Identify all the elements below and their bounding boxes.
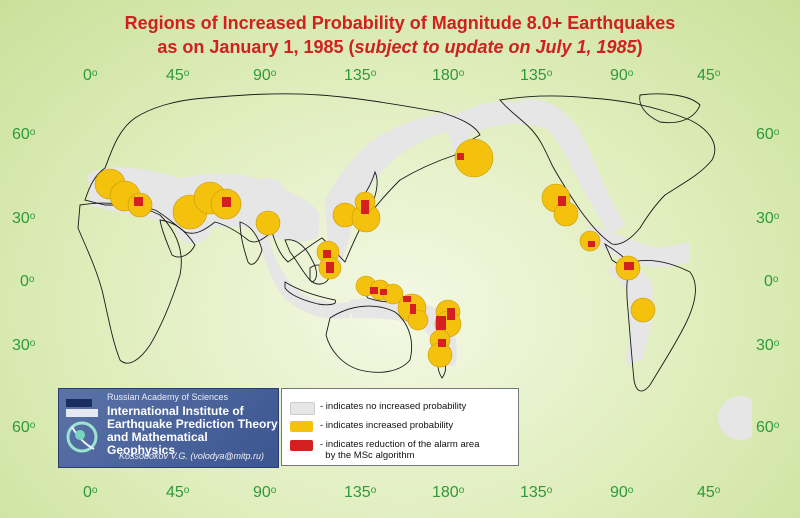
india-indonesia-arc <box>255 230 352 319</box>
west-pacific-arc <box>325 112 455 275</box>
north-america-outline <box>499 95 716 245</box>
greenland-outline <box>639 93 701 124</box>
left-lat-tick-2: 0o <box>20 273 35 290</box>
left-lat-tick-1: 30o <box>12 210 36 227</box>
red-aleutians <box>457 153 464 160</box>
red-vanuatu <box>410 304 416 314</box>
right-lat-tick-1: 30o <box>756 210 780 227</box>
world-map <box>77 93 752 440</box>
alaska-west-coast <box>520 99 625 236</box>
legend-swatch-yellow <box>290 421 313 432</box>
right-lat-tick-0: 60o <box>756 126 780 143</box>
author-credit: Kossobokov V.G. (volodya@mitp.ru) <box>119 451 265 461</box>
top-lon-tick-3: 135o <box>344 67 377 84</box>
india-outline <box>239 221 263 265</box>
bottom-lon-tick-2: 90o <box>253 484 277 501</box>
zone-aleutians <box>454 138 494 178</box>
southwest-pacific-band <box>350 297 457 368</box>
red-philippines-1 <box>323 250 331 258</box>
bottom-lon-tick-0: 0o <box>83 484 98 501</box>
bottom-lon-tick-3: 135o <box>344 484 377 501</box>
top-lon-tick-4: 180o <box>432 67 465 84</box>
africa-outline <box>77 202 182 364</box>
red-iran <box>222 197 231 207</box>
right-lat-tick-2: 0o <box>764 273 779 290</box>
red-japan <box>361 200 369 214</box>
red-solomon <box>403 296 411 302</box>
right-lat-tick-3: 30o <box>756 337 780 354</box>
red-mexico <box>588 241 595 247</box>
red-tonga-1 <box>436 316 446 330</box>
top-lon-tick-1: 45o <box>166 67 190 84</box>
zone-peru <box>630 297 656 323</box>
top-lon-tick-2: 90o <box>253 67 277 84</box>
red-philippines-2 <box>326 262 334 273</box>
central-america-band <box>585 225 690 267</box>
top-lon-tick-6: 90o <box>610 67 634 84</box>
red-caribbean <box>624 262 634 270</box>
legend: - indicates no increased probability - i… <box>281 388 519 466</box>
top-lon-tick-7: 45o <box>697 67 721 84</box>
southeast-asia-outline <box>284 239 317 283</box>
legend-swatch-gray <box>290 402 315 415</box>
academy-label: Russian Academy of Sciences <box>107 392 229 402</box>
title-update-note: subject to update on July 1, 1985 <box>354 37 637 57</box>
bottom-lon-tick-6: 90o <box>610 484 634 501</box>
institute-name: International Institute of Earthquake Pr… <box>107 404 278 457</box>
map-title-line1: Regions of Increased Probability of Magn… <box>124 13 676 33</box>
red-aegean <box>134 197 143 206</box>
left-lat-tick-0: 60o <box>12 126 36 143</box>
arabia-outline <box>159 219 196 258</box>
institute-logo-icon <box>66 399 98 453</box>
australia-outline <box>325 305 413 373</box>
red-new-guinea-2 <box>380 289 387 295</box>
top-lon-tick-5: 135o <box>520 67 553 84</box>
south-america-andes-band <box>608 265 653 365</box>
institute-box: Russian Academy of Sciences Internationa… <box>58 388 279 468</box>
south-america-outline <box>626 260 696 392</box>
right-lat-tick-4: 60o <box>756 419 780 436</box>
sumatra-java-outline <box>284 281 337 306</box>
bottom-lon-tick-4: 180o <box>432 484 465 501</box>
red-new-guinea-1 <box>370 287 378 294</box>
zone-vanuatu <box>407 309 429 331</box>
top-lon-tick-0: 0o <box>83 67 98 84</box>
bottom-lon-tick-5: 135o <box>520 484 553 501</box>
red-tonga-2 <box>447 308 455 320</box>
aleutian-arc <box>445 101 550 160</box>
bottom-lon-tick-7: 45o <box>697 484 721 501</box>
south-sandwich-zone <box>718 396 752 440</box>
map-title-line2: as on January 1, 1985 (subject to update… <box>0 36 800 58</box>
zone-himalaya <box>255 210 281 236</box>
red-california <box>558 196 566 206</box>
title-prefix: as on January 1, 1985 ( <box>157 37 355 57</box>
red-kermadec <box>438 339 446 347</box>
left-lat-tick-4: 60o <box>12 419 36 436</box>
legend-swatch-red <box>290 440 313 451</box>
bottom-lon-tick-1: 45o <box>166 484 190 501</box>
reduced-alarm-areas <box>134 153 634 347</box>
left-lat-tick-3: 30o <box>12 337 36 354</box>
title-suffix: ) <box>636 37 643 57</box>
